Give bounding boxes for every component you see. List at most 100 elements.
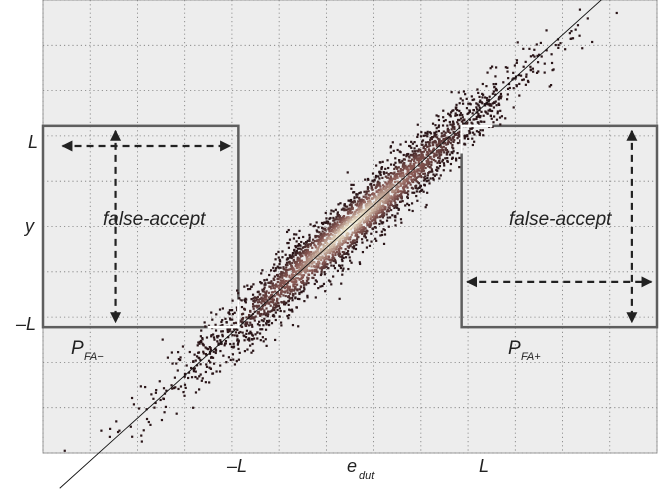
scatter-point: [246, 321, 249, 324]
scatter-point: [271, 291, 275, 294]
scatter-point: [319, 285, 322, 288]
scatter-point: [299, 285, 302, 288]
scatter-point: [377, 200, 381, 203]
scatter-point: [473, 133, 476, 136]
scatter-point: [428, 182, 431, 185]
scatter-point: [262, 290, 265, 293]
scatter-point: [456, 151, 459, 155]
scatter-point: [265, 278, 269, 281]
scatter-point: [310, 265, 313, 268]
scatter-point: [357, 230, 360, 234]
scatter-point: [373, 178, 376, 181]
scatter-point: [386, 200, 389, 203]
scatter-point: [226, 328, 229, 331]
scatter-point: [479, 120, 482, 123]
scatter-point: [437, 156, 440, 159]
corner-highlight-lower: [207, 299, 240, 329]
scatter-point: [386, 208, 389, 211]
corner-highlights: [207, 124, 493, 329]
scatter-point: [517, 74, 521, 77]
scatter-point: [371, 206, 374, 209]
scatter-point: [234, 331, 238, 334]
scatter-point: [421, 155, 425, 158]
scatter-point: [376, 181, 379, 184]
scatter-point: [492, 83, 495, 86]
scatter-point: [306, 294, 309, 297]
scatter-point: [406, 195, 409, 199]
scatter-point: [296, 266, 299, 270]
scatter-point: [452, 123, 455, 126]
scatter-point: [264, 282, 267, 285]
scatter-point: [234, 327, 237, 331]
scatter-point: [395, 187, 399, 191]
scatter-point: [276, 297, 279, 300]
scatter-point: [264, 291, 268, 294]
scatter-point: [466, 134, 469, 137]
scatter-point: [424, 148, 427, 152]
scatter-point: [297, 263, 300, 266]
scatter-point: [209, 347, 212, 350]
scatter-point: [334, 252, 337, 255]
scatter-point: [206, 348, 210, 351]
scatter-point: [282, 303, 286, 306]
scatter-point: [475, 117, 478, 121]
scatter-point: [109, 427, 112, 430]
scatter-point: [262, 297, 265, 300]
scatter-point: [288, 260, 291, 264]
scatter-point: [432, 155, 435, 158]
scatter-point: [212, 333, 215, 336]
scatter-point: [262, 340, 265, 343]
scatter-point: [369, 217, 372, 221]
scatter-point: [261, 269, 264, 272]
scatter-point: [320, 266, 323, 269]
scatter-point: [306, 296, 309, 299]
scatter-point: [381, 160, 384, 163]
scatter-point: [434, 160, 437, 163]
scatter-point: [413, 141, 416, 144]
scatter-point: [289, 276, 293, 280]
scatter-point: [312, 252, 315, 255]
scatter-point: [233, 311, 236, 314]
scatter-point: [372, 222, 375, 225]
scatter-point: [270, 322, 274, 325]
scatter-point: [525, 73, 528, 76]
scatter-point: [407, 169, 410, 172]
scatter-point: [212, 362, 216, 365]
scatter-point: [359, 221, 362, 224]
scatter-point: [317, 258, 320, 261]
scatter-point: [373, 203, 376, 207]
scatter-point: [374, 212, 378, 215]
scatter-point: [367, 197, 371, 200]
scatter-point: [229, 342, 232, 346]
scatter-point: [265, 290, 268, 293]
scatter-point: [270, 280, 273, 283]
scatter-point: [386, 185, 389, 189]
scatter-point: [450, 111, 453, 114]
scatter-point: [471, 143, 474, 147]
scatter-point: [287, 295, 290, 298]
scatter-point: [158, 380, 161, 383]
scatter-point: [533, 55, 536, 58]
scatter-point: [303, 300, 306, 303]
scatter-point: [486, 71, 489, 74]
scatter-point: [363, 190, 366, 193]
scatter-point: [318, 256, 322, 259]
scatter-point: [267, 281, 270, 284]
scatter-point: [452, 130, 455, 133]
scatter-point: [457, 123, 460, 126]
scatter-point: [290, 256, 293, 260]
scatter-point: [529, 55, 532, 58]
scatter-point: [356, 202, 359, 205]
scatter-point: [307, 277, 310, 280]
scatter-point: [409, 175, 412, 179]
scatter-point: [352, 245, 356, 248]
scatter-point: [461, 102, 465, 105]
scatter-point: [412, 174, 415, 178]
scatter-point: [336, 211, 339, 214]
scatter-point: [216, 336, 219, 339]
scatter-point: [231, 334, 234, 337]
scatter-point: [339, 220, 342, 224]
scatter-point: [316, 266, 320, 269]
scatter-point: [289, 262, 292, 265]
scatter-point: [355, 238, 359, 241]
